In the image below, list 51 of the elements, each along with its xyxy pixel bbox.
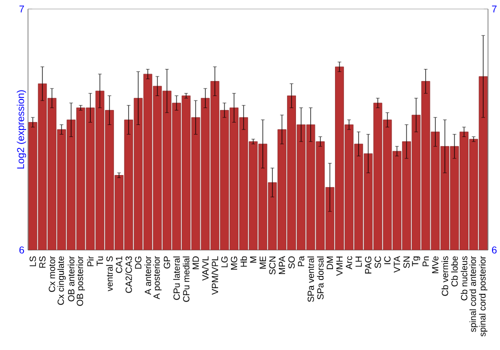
x-tick-label: CA2/CA3 <box>125 256 132 293</box>
x-tick-label: LH <box>356 256 362 267</box>
x-tick-label: CPu medial <box>182 256 190 302</box>
x-tick-label: SN <box>403 256 410 268</box>
x-tick-label: DM <box>326 256 333 270</box>
x-tick-label: MPA <box>278 256 286 274</box>
x-tick-label: Tg <box>412 256 420 266</box>
x-tick-label: SC <box>374 256 381 268</box>
x-tick-label: Pir <box>87 256 94 266</box>
x-tick-label: LS <box>30 256 36 266</box>
x-tick-label: IC <box>384 256 391 264</box>
x-tick-label: Hb <box>240 256 247 267</box>
x-tick-label: CA1 <box>116 256 122 273</box>
x-tick-label: GP <box>164 256 170 268</box>
x-tick-label: CPu lateral <box>173 256 180 300</box>
x-tick-label: RS <box>39 256 46 268</box>
x-tick-label: Cx motor <box>48 256 56 292</box>
x-tick-label: Pn <box>422 256 429 266</box>
x-tick-label: OB posterior <box>76 256 85 306</box>
x-tick-label: VPM/VPL <box>212 256 218 295</box>
x-tick-label: Arc <box>346 256 352 270</box>
x-tick-label: VA/VL <box>202 256 209 281</box>
x-tick-label: VTA <box>394 256 400 273</box>
x-tick-label: SPa dorsal <box>316 256 324 300</box>
x-tick-label: Cb vermis <box>442 256 448 296</box>
x-tick-label: SCN <box>269 256 276 274</box>
x-tick-label: A anterior <box>144 256 152 295</box>
y2-tick-label: 7 <box>492 6 497 12</box>
y2-tick-label: 6 <box>492 246 497 254</box>
x-tick-label: MVe <box>432 256 438 274</box>
x-tick-label: MG <box>230 256 238 270</box>
x-tick-label: Tu <box>96 256 104 266</box>
x-tick-label: Cx cingulate <box>57 256 66 305</box>
x-tick-label: LG <box>221 256 228 268</box>
x-tick-label: Pa <box>298 256 304 266</box>
x-tick-label: M <box>250 256 256 263</box>
x-tick-label: A posterior <box>153 256 162 300</box>
x-tick-label: Cb lobe <box>451 256 458 286</box>
x-tick-label: DG <box>135 256 142 269</box>
x-tick-label: spinal cord anterior <box>469 256 478 332</box>
x-tick-label: MD <box>192 256 199 270</box>
x-tick-label: SPa ventral <box>307 256 314 302</box>
x-tick-label: OB anterior <box>68 256 74 302</box>
y-axis-title: Log2 (expression) <box>16 90 26 169</box>
x-tick-label: spinal cord posterior <box>479 256 488 336</box>
x-tick-label: ventral S <box>106 256 113 292</box>
x-tick-label: PAG <box>365 256 372 274</box>
x-tick-label: ME <box>260 256 266 269</box>
x-tick-label: SO <box>288 256 295 268</box>
x-tick-label: Cb nucleus <box>460 256 468 300</box>
x-tick-label: VMH <box>336 256 343 276</box>
